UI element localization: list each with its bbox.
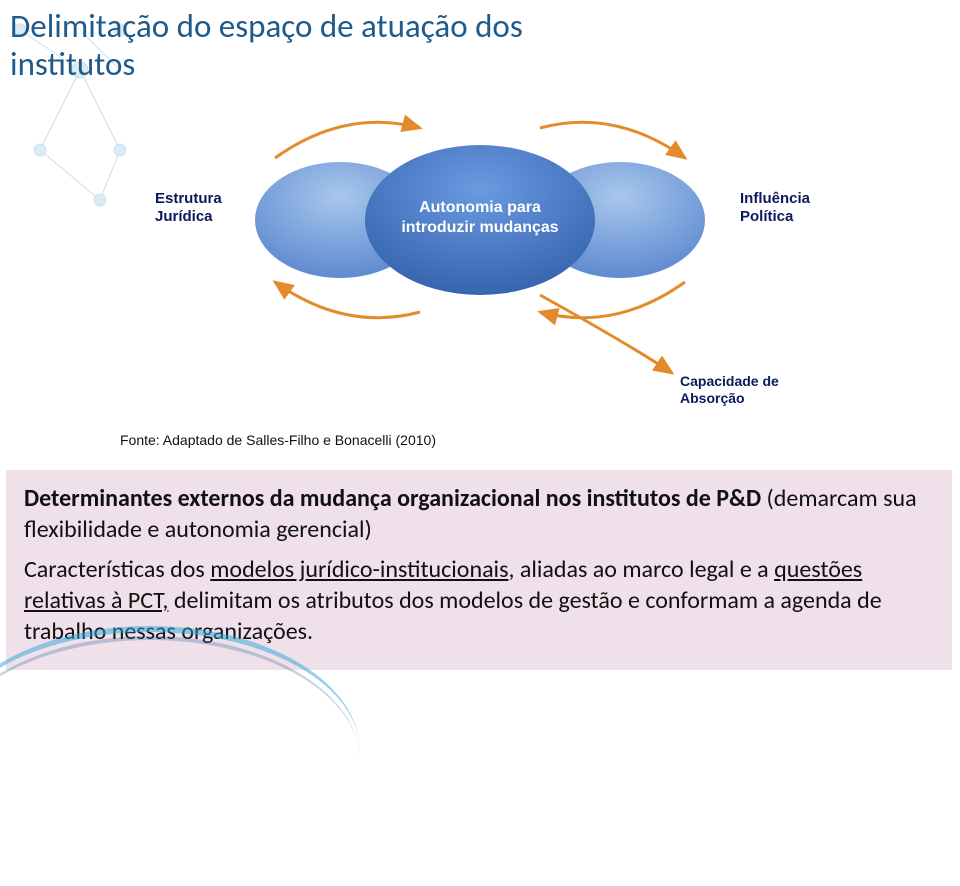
paragraph-2: Características dos modelos jurídico-ins… — [24, 555, 934, 647]
source-caption: Fonte: Adaptado de Salles-Filho e Bonace… — [120, 432, 436, 448]
p2-mid: , aliadas ao marco legal e a — [508, 555, 774, 584]
p2-ul1: modelos jurídico-institucionais — [210, 555, 508, 584]
label-right-text: InfluênciaPolítica — [740, 190, 810, 225]
label-estrutura-juridica: EstruturaJurídica — [155, 190, 222, 226]
flow-arrow-4 — [540, 295, 672, 373]
label-left-text: EstruturaJurídica — [155, 190, 222, 225]
diagram-svg: Autonomia para introduzir mudanças — [40, 90, 920, 430]
label-influencia-politica: InfluênciaPolítica — [740, 190, 810, 226]
paragraph-1: Determinantes externos da mudança organi… — [24, 484, 934, 545]
diagram-stage: Autonomia para introduzir mudanças Estru… — [40, 90, 920, 430]
label-cap-text: Capacidade deAbsorção — [680, 373, 779, 406]
flow-arrow-2 — [540, 122, 685, 158]
p1-bold: Determinantes externos da mudança organi… — [24, 484, 767, 513]
p2-pre: Características dos — [24, 555, 210, 584]
flow-arrow-0 — [275, 122, 420, 158]
oval-center-label-line1: Autonomia para — [419, 199, 541, 216]
slide-title: Delimitação do espaço de atuação dos ins… — [10, 8, 530, 84]
oval-center-label-line2: introduzir mudanças — [401, 219, 558, 236]
label-capacidade-absorcao: Capacidade deAbsorção — [680, 373, 779, 407]
content-text-block: Determinantes externos da mudança organi… — [6, 470, 952, 670]
flow-arrow-1 — [275, 282, 420, 318]
flow-arrow-3 — [540, 282, 685, 318]
footer-arc-deco-2 — [0, 636, 360, 886]
